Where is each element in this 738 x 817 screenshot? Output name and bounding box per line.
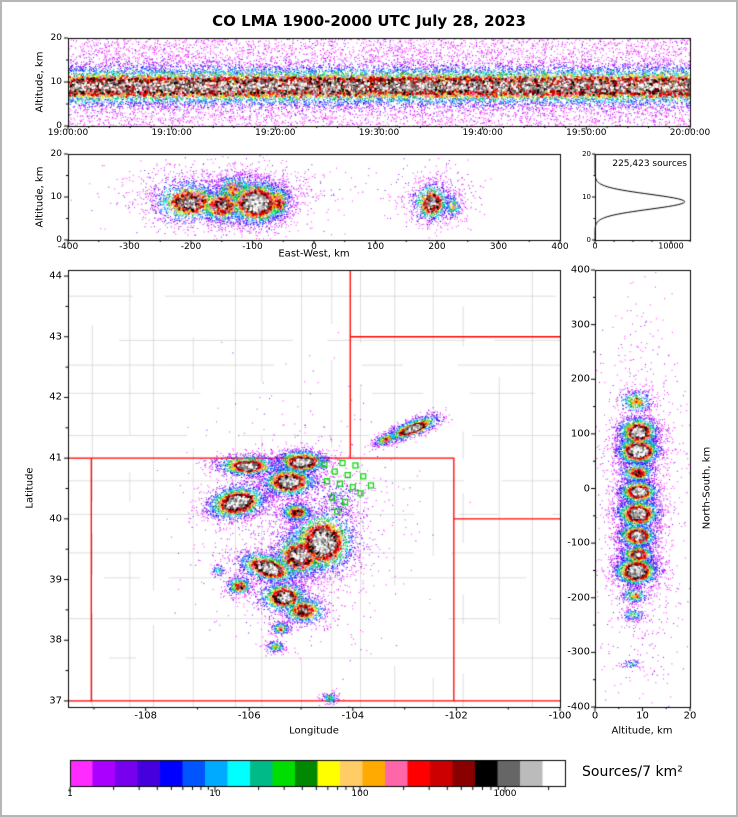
sources-count-annotation: 225,423 sources xyxy=(612,159,687,169)
altitude-axis-label-ew: Altitude, km xyxy=(34,166,46,228)
altitude-axis-label-time: Altitude, km xyxy=(34,51,46,113)
altitude-axis-label-ns: Altitude, km xyxy=(611,725,673,737)
figure-title: CO LMA 1900-2000 UTC July 28, 2023 xyxy=(212,12,526,30)
colorbar-title: Sources/7 km² xyxy=(582,764,683,780)
north-south-axis-label: North-South, km xyxy=(701,446,713,530)
longitude-axis-label: Longitude xyxy=(289,725,339,737)
east-west-axis-label: East-West, km xyxy=(278,248,350,260)
latitude-axis-label: Latitude xyxy=(24,467,36,509)
